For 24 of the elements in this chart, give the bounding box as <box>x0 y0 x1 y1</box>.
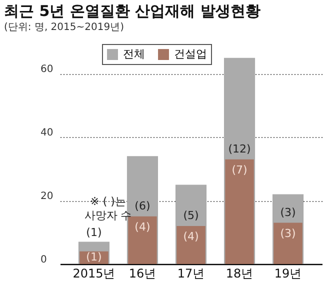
y-tick-label: 40 <box>40 128 54 139</box>
annotation: (7) <box>232 163 248 176</box>
x-tick-label: 18년 <box>226 266 254 280</box>
legend-label: 전체 <box>123 48 145 61</box>
annotation: (1) <box>86 250 102 264</box>
y-tick-label: 0 <box>40 254 47 266</box>
annotation: (4) <box>183 230 199 243</box>
x-tick-label: 16년 <box>128 266 156 280</box>
annotation: (4) <box>134 220 150 234</box>
annotation: ※ ( )는 사망자 수 <box>84 195 132 222</box>
x-tick-label: 17년 <box>177 266 205 280</box>
x-tick-label: 2015년 <box>72 266 116 280</box>
chart-subtitle: (단위: 명, 2015~2019년) <box>4 22 124 33</box>
annotation: (3) <box>280 226 296 240</box>
annotation: (12) <box>228 142 251 156</box>
y-tick-label: 20 <box>40 191 54 202</box>
chart-title: 최근 5년 온열질환 산업재해 발생현황 <box>4 2 260 20</box>
legend-label: 건설업 <box>174 48 207 61</box>
annotation: (3) <box>280 206 296 219</box>
y-tick-label: 60 <box>40 64 54 76</box>
x-tick-label: 19년 <box>274 266 302 280</box>
annotation: (5) <box>183 208 199 222</box>
annotation: (1) <box>86 226 102 239</box>
annotation: (6) <box>134 199 150 212</box>
